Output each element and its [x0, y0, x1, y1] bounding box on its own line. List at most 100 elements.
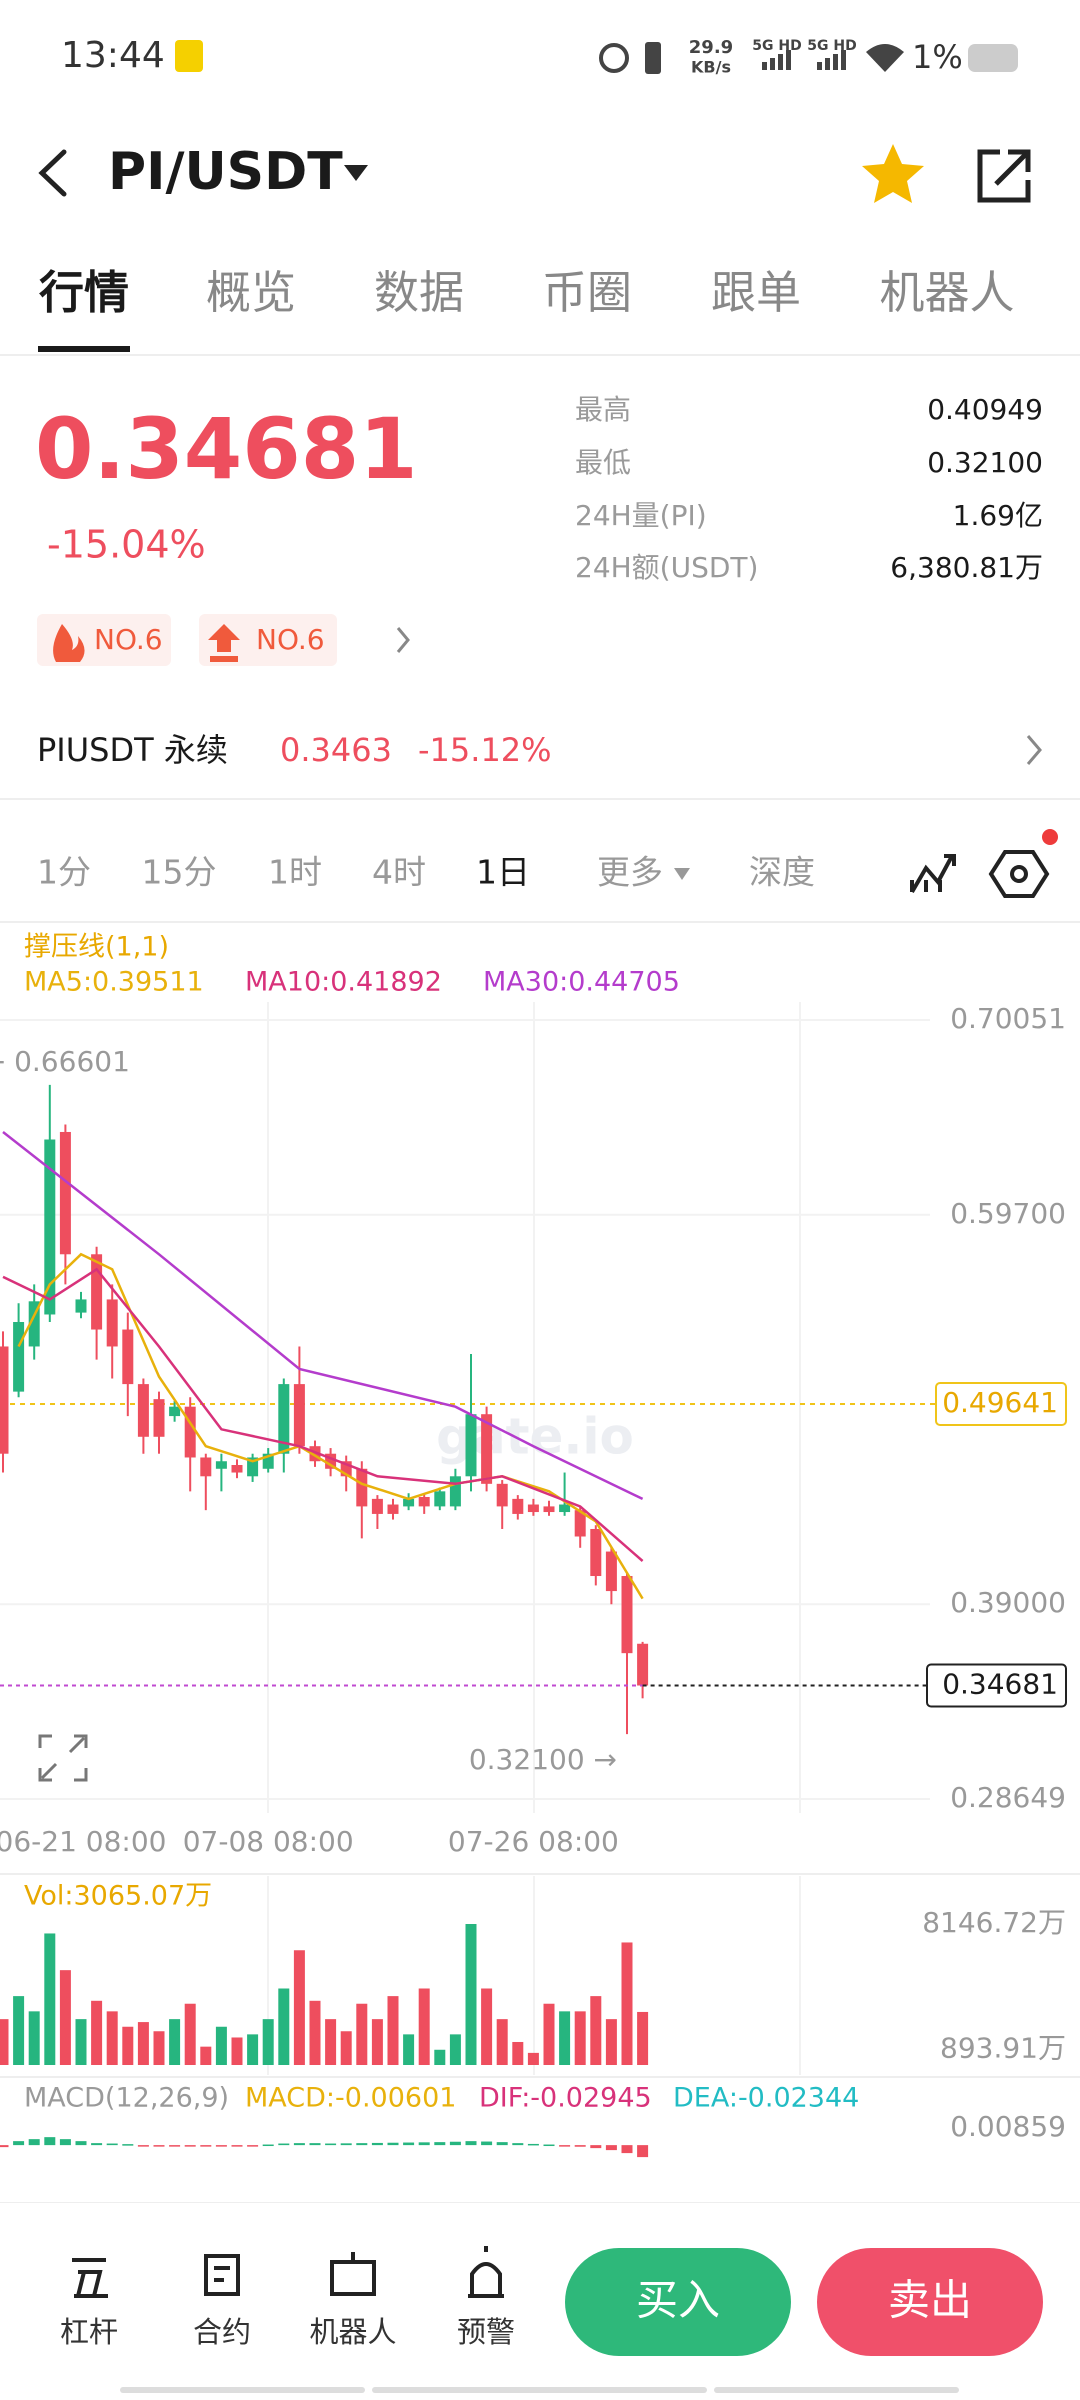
chevron[interactable] [1026, 735, 1042, 765]
volume-bar [403, 2034, 415, 2065]
candle-body [0, 1346, 9, 1454]
fullscreen-button[interactable] [38, 1734, 88, 1782]
nav-label[interactable]: 合约 [193, 2315, 251, 2349]
home-indicator [120, 2387, 365, 2393]
perp-change[interactable]: -15.12% [418, 731, 552, 769]
candle-body [215, 1461, 227, 1469]
interval[interactable]: 4时 [372, 853, 426, 892]
volume-bar [231, 2037, 243, 2065]
volume-bar [496, 2019, 508, 2065]
macd-bar [403, 2142, 415, 2146]
settings-button[interactable] [988, 850, 1050, 898]
share-button[interactable] [977, 149, 1031, 203]
battery-icon [968, 44, 1018, 72]
favorite-star[interactable] [862, 144, 924, 203]
candle-body [496, 1483, 508, 1507]
home-indicator [372, 2387, 707, 2393]
badge[interactable] [199, 614, 337, 666]
wifi-icon [866, 44, 904, 72]
last-price-label: 0.34681 [942, 1668, 1058, 1701]
tab[interactable]: 机器人 [879, 266, 1014, 319]
candle-body [387, 1504, 399, 1514]
volume-bar [449, 2034, 461, 2065]
net-type: 5G HD [752, 38, 801, 54]
macd-bar [465, 2141, 477, 2146]
volume-bar [387, 1996, 399, 2065]
candle-body [590, 1528, 602, 1577]
tab[interactable]: 跟单 [711, 266, 801, 319]
hot-icon [53, 624, 85, 662]
pair-title[interactable]: PI/USDT [108, 142, 343, 202]
net-speed-unit: KB/s [691, 58, 731, 77]
chart: 0.70051 0.59700 0.39000 0.28649 0.49641 0.346… [0, 1002, 1067, 2158]
interval[interactable]: 深度 [749, 853, 815, 892]
volume-bar [621, 1942, 633, 2065]
indicator-button[interactable] [910, 854, 956, 894]
stat-value: 6,380.81万 [890, 551, 1043, 584]
nav-label[interactable]: 杠杆 [60, 2315, 118, 2349]
macd-bar [122, 2144, 134, 2146]
perp-price[interactable]: 0.3463 [280, 731, 392, 769]
volume-bar [418, 1988, 430, 2065]
tab[interactable]: 概览 [206, 266, 296, 319]
volume-bar [215, 2026, 227, 2065]
x-tick-label: 06-21 08:00 [0, 1825, 166, 1858]
macd-bar [184, 2145, 196, 2147]
volume-bar [512, 2041, 524, 2065]
tab[interactable]: 币圈 [542, 266, 632, 319]
volume-bar [481, 1988, 493, 2065]
macd-bar [293, 2143, 305, 2146]
macd-bar [356, 2143, 368, 2146]
nav-icon [204, 2254, 240, 2296]
macd-bar [44, 2137, 56, 2146]
macd-bar [169, 2145, 181, 2147]
volume-bar [137, 2022, 149, 2065]
more-dropdown[interactable] [674, 868, 690, 880]
sell-button[interactable] [817, 2248, 1043, 2356]
candle-body [200, 1457, 212, 1477]
alarm-icon [599, 43, 629, 73]
interval[interactable]: 更多 [597, 853, 663, 892]
home-indicator [714, 2387, 959, 2393]
divider [0, 354, 1080, 356]
candle-body [574, 1510, 586, 1537]
divider [0, 2202, 1080, 2203]
volume-bar [28, 2011, 40, 2065]
interval[interactable]: 1分 [37, 853, 91, 892]
volume-bar [605, 2019, 617, 2065]
ma-line [2, 1131, 644, 1501]
macd-bar [512, 2143, 524, 2146]
app-icon [175, 40, 203, 72]
candle-body [512, 1498, 524, 1514]
interval[interactable]: 15分 [142, 853, 217, 892]
volume-bar [574, 2011, 586, 2065]
stat-label: 最高 [575, 393, 631, 426]
stat-label: 最低 [575, 446, 631, 479]
macd-bar [153, 2145, 165, 2147]
candle-body [59, 1131, 71, 1255]
pair-dropdown[interactable] [344, 165, 368, 181]
tab[interactable]: 行情 [39, 266, 129, 319]
price-change: -15.04% [47, 523, 206, 567]
sell-label[interactable]: 卖出 [888, 2276, 972, 2325]
back-button[interactable] [38, 149, 67, 197]
macd-bar [387, 2142, 399, 2146]
interval[interactable]: 1日 [476, 853, 530, 892]
badge-text[interactable]: NO.6 [94, 623, 163, 656]
nav-label[interactable]: 机器人 [309, 2315, 396, 2349]
chevron[interactable] [396, 627, 410, 653]
badge-text[interactable]: NO.6 [256, 623, 325, 656]
macd-bar [13, 2141, 25, 2146]
candle-body [403, 1498, 415, 1507]
tab[interactable]: 数据 [374, 266, 464, 319]
volume-bar [13, 1996, 25, 2065]
nav-label[interactable]: 预警 [457, 2315, 515, 2349]
buy-label[interactable]: 买入 [636, 2276, 720, 2325]
interval[interactable]: 1时 [268, 853, 322, 892]
net-speed: 29.9 [689, 37, 733, 58]
volume-bar [293, 1950, 305, 2065]
macd-bar [247, 2145, 259, 2147]
buy-button[interactable] [565, 2248, 791, 2356]
perp-name[interactable]: PIUSDT 永续 [37, 731, 228, 769]
